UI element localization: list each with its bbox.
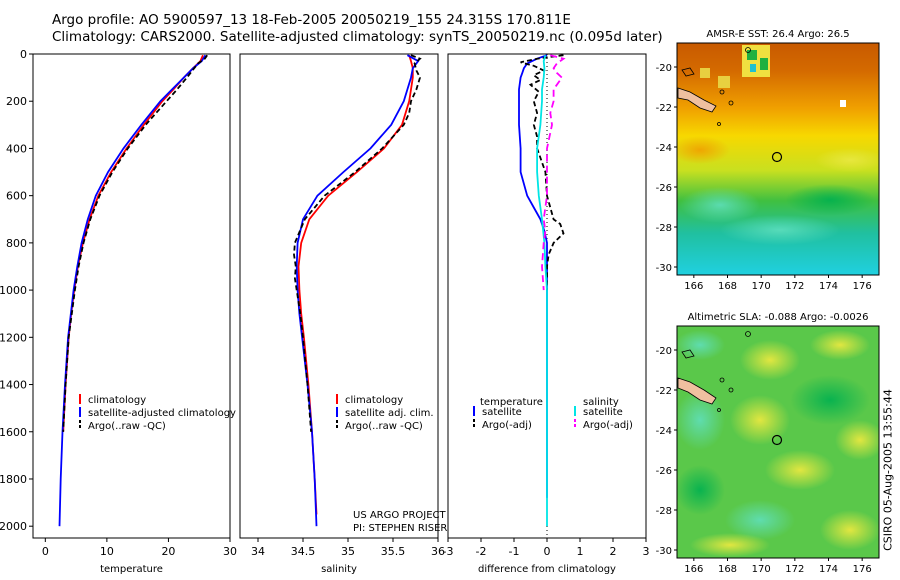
temperature-xlabel: temperature <box>100 564 163 575</box>
temperature-legend-label: satellite-adjusted climatology <box>88 408 236 419</box>
new-caledonia-land <box>677 87 717 113</box>
difference-series-line <box>520 54 565 291</box>
temperature-ytick-label: 200 <box>6 95 27 108</box>
salinity-legend-label: climatology <box>345 395 403 406</box>
sst_map-xtick-label: 166 <box>684 281 703 292</box>
sla_map-xtick-label: 176 <box>853 564 872 575</box>
sla_map-ytick-label: -28 <box>656 506 672 517</box>
sst_map-xtick-label: 176 <box>853 281 872 292</box>
temperature-series-line <box>58 54 207 527</box>
temperature-ytick-label: 1000 <box>0 284 27 297</box>
difference-xtick-label: -1 <box>509 545 520 558</box>
sla-map <box>676 325 880 559</box>
sst_map-ytick-label: -26 <box>656 183 672 194</box>
sst_map-ytick-label: -20 <box>656 63 672 74</box>
sst_map-ytick-label: -24 <box>656 143 672 154</box>
temperature-ytick-label: 1600 <box>0 426 27 439</box>
sst_map-xtick-label: 168 <box>718 281 737 292</box>
sst-map <box>676 42 880 276</box>
difference-xtick-label: 3 <box>643 545 650 558</box>
sst_map-title: AMSR-E SST: 26.4 Argo: 26.5 <box>706 29 849 40</box>
sla_map-title: Altimetric SLA: -0.088 Argo: -0.0026 <box>688 312 869 323</box>
temperature-ytick-label: 1200 <box>0 331 27 344</box>
sst_map-xtick-label: 174 <box>819 281 838 292</box>
sla_map-ytick-label: -22 <box>656 386 672 397</box>
temperature-ytick-label: 0 <box>20 48 27 61</box>
temperature-legend-label: climatology <box>88 395 146 406</box>
header-line-2: Climatology: CARS2000. Satellite-adjuste… <box>52 29 663 45</box>
temperature-ytick-label: 400 <box>6 142 27 155</box>
difference-legend-title-temperature: temperature <box>480 397 543 408</box>
sla_map-ytick-label: -20 <box>656 346 672 357</box>
difference-legend-label: Argo(-adj) <box>482 420 532 431</box>
footer-vertical: CSIRO 05-Aug-2005 13:55:44 <box>881 389 895 551</box>
sla-new-caledonia-land <box>677 377 717 405</box>
temperature-xtick-label: 20 <box>161 545 175 558</box>
difference-xtick-label: -2 <box>476 545 487 558</box>
difference-xtick-label: -3 <box>443 545 454 558</box>
salinity-legend-label: satellite adj. clim. <box>345 408 434 419</box>
salinity-xtick-label: 34.5 <box>291 545 316 558</box>
sla-map-frame <box>676 325 880 559</box>
salinity-annotation: PI: STEPHEN RISER <box>353 523 447 534</box>
sla_map-xtick-label: 166 <box>684 564 703 575</box>
difference-xtick-label: 0 <box>544 545 551 558</box>
difference-legend-label: satellite <box>482 407 522 418</box>
difference-xtick-label: 1 <box>577 545 584 558</box>
temperature-legend-label: Argo(..raw -QC) <box>88 421 166 432</box>
header-line-1: Argo profile: AO 5900597_13 18-Feb-2005 … <box>52 12 571 28</box>
difference-legend-title-salinity: salinity <box>583 397 619 408</box>
salinity-xlabel: salinity <box>321 564 357 575</box>
temperature-ytick-label: 1400 <box>0 379 27 392</box>
difference-xtick-label: 2 <box>610 545 617 558</box>
salinity-xtick-label: 36 <box>431 545 445 558</box>
temperature-xtick-label: 0 <box>42 545 49 558</box>
salinity-series-line <box>297 54 414 515</box>
difference-legend-label: satellite <box>583 407 623 418</box>
difference-xlabel: difference from climatology <box>478 564 616 575</box>
sst_map-xtick-label: 172 <box>785 281 804 292</box>
chart-layer: 0 10 20 30temperature0200400600800100012001… <box>0 29 872 575</box>
temperature-ytick-label: 1800 <box>0 473 27 486</box>
sst_map-xtick-label: 170 <box>752 281 771 292</box>
temperature-xtick-label: 10 <box>100 545 114 558</box>
temperature-ytick-label: 2000 <box>0 520 27 533</box>
salinity-legend-label: Argo(..raw -QC) <box>345 421 423 432</box>
salinity-annotation: US ARGO PROJECT <box>353 510 447 521</box>
sst-argo-marker <box>771 151 783 163</box>
salinity-frame <box>239 53 439 539</box>
temperature-ytick-label: 800 <box>6 237 27 250</box>
salinity-series-line <box>293 54 422 432</box>
sst-missing-pixel <box>840 100 846 107</box>
temperature-xtick-label: 30 <box>223 545 237 558</box>
sla-argo-marker <box>771 434 783 446</box>
sla_map-ytick-label: -24 <box>656 426 672 437</box>
salinity-xtick-label: 35 <box>341 545 355 558</box>
sla_map-xtick-label: 172 <box>785 564 804 575</box>
sst-map-frame <box>676 42 880 276</box>
sla_map-xtick-label: 170 <box>752 564 771 575</box>
temperature-frame <box>32 53 231 539</box>
sst_map-ytick-label: -30 <box>656 263 672 274</box>
sst_map-ytick-label: -28 <box>656 223 672 234</box>
temperature-ytick-label: 600 <box>6 190 27 203</box>
difference-series-line <box>536 54 548 527</box>
sla_map-ytick-label: -26 <box>656 466 672 477</box>
difference-series-line <box>541 54 566 291</box>
difference-legend-label: Argo(-adj) <box>583 420 633 431</box>
sla_map-xtick-label: 168 <box>718 564 737 575</box>
temperature-series-line <box>62 54 208 432</box>
salinity-xtick-label: 35.5 <box>381 545 406 558</box>
sla_map-xtick-label: 174 <box>819 564 838 575</box>
salinity-series-line <box>295 54 420 527</box>
sst_map-ytick-label: -22 <box>656 103 672 114</box>
sla_map-ytick-label: -30 <box>656 546 672 557</box>
salinity-xtick-label: 34 <box>251 545 265 558</box>
